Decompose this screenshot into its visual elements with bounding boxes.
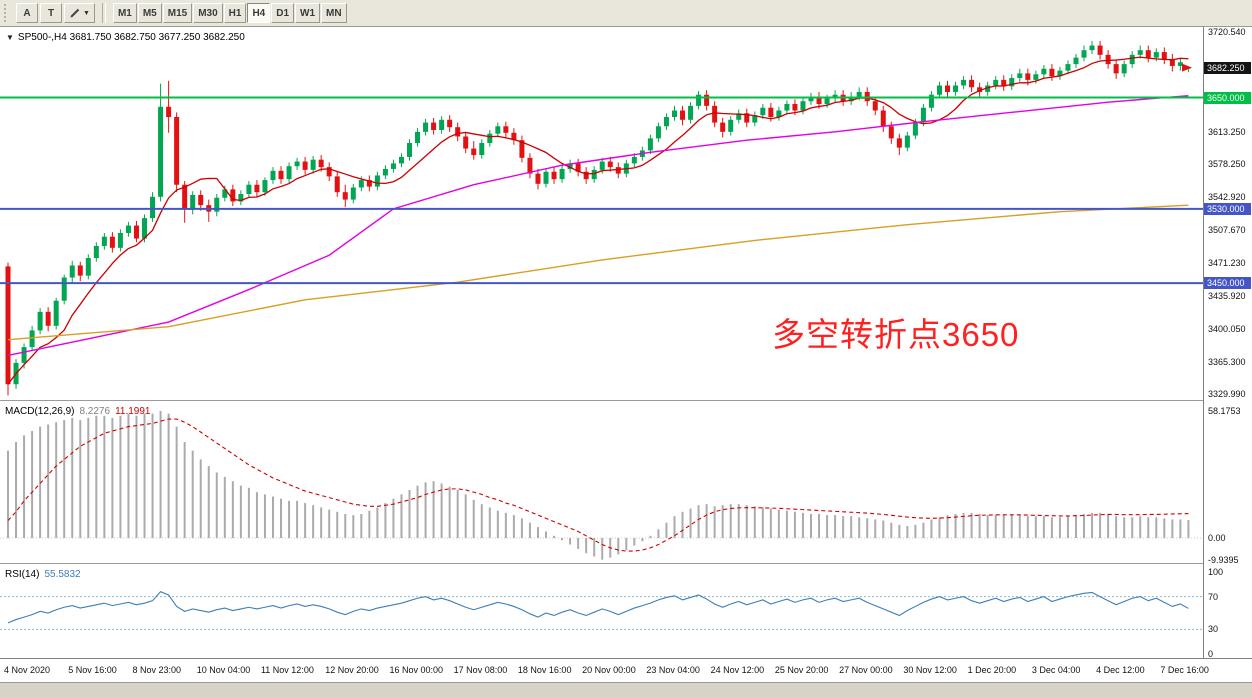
axis-label: 3613.250 <box>1208 126 1246 137</box>
axis-label: 3578.250 <box>1208 159 1246 170</box>
time-axis-label: 4 Nov 2020 <box>4 665 51 675</box>
time-axis-label: 24 Nov 12:00 <box>710 665 765 675</box>
time-axis-label: 7 Dec 16:00 <box>1160 665 1209 675</box>
time-axis-label: 16 Nov 00:00 <box>389 665 443 675</box>
rsi-canvas[interactable] <box>0 566 1203 658</box>
timeframe-button-m5[interactable]: M5 <box>137 3 162 23</box>
time-axis-label: 3 Dec 04:00 <box>1031 665 1081 675</box>
axis-label: 3435.920 <box>1208 291 1246 302</box>
macd-label: MACD(12,26,9) <box>5 406 75 417</box>
timeframe-button-m15[interactable]: M15 <box>162 3 193 23</box>
draw-tool-dropdown-button[interactable]: ▼ <box>64 3 95 23</box>
chart-annotation: 多空转折点3650 <box>772 316 1020 353</box>
time-axis-label: 5 Nov 16:00 <box>68 665 117 675</box>
axis-label: 70 <box>1208 591 1219 602</box>
axis-label: 30 <box>1208 624 1219 635</box>
collapse-arrow-icon[interactable]: ▼ <box>6 33 14 42</box>
panel-splitter[interactable] <box>0 563 1252 566</box>
axis-label: 0 <box>1208 649 1214 659</box>
time-axis-label: 11 Nov 12:00 <box>260 665 314 675</box>
axis-label: 3365.300 <box>1208 356 1246 367</box>
main-chart-canvas[interactable] <box>0 27 1203 400</box>
time-axis-label: 4 Dec 12:00 <box>1096 665 1145 675</box>
macd-title: MACD(12,26,9) 8.2276 11.1991 <box>5 406 150 417</box>
timeframe-button-d1[interactable]: D1 <box>271 3 295 23</box>
axis-label: 58.1753 <box>1208 406 1241 416</box>
chart-title-text: SP500-,H4 3681.750 3682.750 3677.250 368… <box>17 32 245 43</box>
timeframe-button-h4[interactable]: H4 <box>247 3 271 23</box>
axis-label: 3400.050 <box>1208 324 1246 335</box>
toolbar-separator <box>101 3 106 23</box>
toolbar-grip[interactable] <box>4 4 11 22</box>
chart-title: ▼ SP500-,H4 3681.750 3682.750 3677.250 36… <box>6 32 245 43</box>
axis-label: 3542.920 <box>1208 191 1246 202</box>
time-axis-label: 30 Nov 12:00 <box>903 665 957 675</box>
cursor-tool-button[interactable]: A <box>16 3 38 23</box>
time-axis[interactable]: 4 Nov 2020 5 Nov 16:00 8 Nov 23:00 10 Nov 0… <box>0 658 1252 682</box>
macd-signal-value: 11.1991 <box>115 406 151 417</box>
price-axis[interactable]: 3720.540 3613.250 3578.250 3542.920 3507.670… <box>1204 27 1252 659</box>
timeframe-button-mn[interactable]: MN <box>321 3 347 23</box>
time-axis-label: 1 Dec 20:00 <box>967 665 1017 675</box>
pencil-icon <box>70 8 80 18</box>
rsi-value: 55.5832 <box>44 569 81 580</box>
macd-canvas[interactable] <box>0 403 1203 563</box>
price-badge: 3450.000 <box>1204 277 1251 290</box>
axis-label: 3471.230 <box>1208 258 1246 269</box>
rsi-title: RSI(14) 55.5832 <box>5 569 81 580</box>
axis-label: 3507.670 <box>1208 224 1246 235</box>
time-axis-label: 12 Nov 20:00 <box>325 665 379 675</box>
timeframe-button-w1[interactable]: W1 <box>295 3 321 23</box>
horizontal-scrollbar[interactable] <box>0 682 1252 697</box>
time-axis-label: 20 Nov 00:00 <box>582 665 636 675</box>
time-axis-label: 18 Nov 16:00 <box>517 665 572 675</box>
time-axis-label: 17 Nov 08:00 <box>453 665 508 675</box>
timeframe-button-m1[interactable]: M1 <box>112 3 137 23</box>
price-badge: 3650.000 <box>1204 91 1251 104</box>
chart-window: ▼ SP500-,H4 3681.750 3682.750 3677.250 36… <box>0 27 1252 697</box>
toolbar: A T ▼ M1 M5 M15 M30 H1 H4 D1 W1 MN <box>0 0 1252 27</box>
time-axis-label: 27 Nov 00:00 <box>839 665 893 675</box>
price-badge: 3682.250 <box>1204 61 1251 74</box>
chevron-down-icon: ▼ <box>83 9 90 17</box>
axis-label: 0.00 <box>1208 533 1226 543</box>
time-axis-label: 25 Nov 20:00 <box>774 665 829 675</box>
price-badge: 3530.000 <box>1204 202 1251 215</box>
rsi-label: RSI(14) <box>5 569 40 580</box>
axis-label: 3720.540 <box>1208 27 1246 38</box>
axis-label: 100 <box>1208 567 1224 577</box>
timeframe-group: M1 M5 M15 M30 H1 H4 D1 W1 MN <box>112 3 347 23</box>
price-axis-divider <box>1203 27 1204 658</box>
timeframe-button-m30[interactable]: M30 <box>193 3 223 23</box>
axis-label: 3329.990 <box>1208 389 1246 400</box>
macd-main-value: 8.2276 <box>79 406 111 417</box>
timeframe-button-h1[interactable]: H1 <box>223 3 247 23</box>
axis-label: -9.9395 <box>1208 554 1239 565</box>
time-axis-label: 10 Nov 04:00 <box>196 665 251 675</box>
text-tool-button[interactable]: T <box>40 3 62 23</box>
panel-splitter[interactable] <box>0 400 1252 403</box>
time-axis-label: 23 Nov 04:00 <box>646 665 700 675</box>
time-axis-label: 8 Nov 23:00 <box>132 665 182 675</box>
